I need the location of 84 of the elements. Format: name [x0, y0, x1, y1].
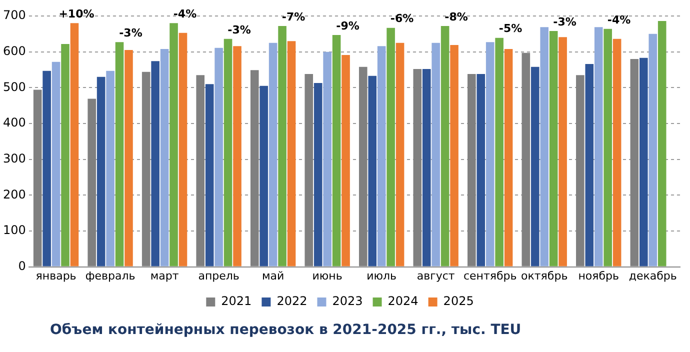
bar	[224, 38, 232, 266]
annotation: -3%	[228, 23, 251, 36]
bar	[486, 42, 494, 266]
bar	[205, 84, 214, 266]
bar	[594, 27, 603, 266]
legend-label: 2024	[388, 294, 418, 308]
y-tick-label: 100	[3, 223, 26, 238]
bar	[106, 70, 114, 266]
bar	[504, 48, 513, 266]
y-tick-label: 200	[3, 187, 26, 202]
bar	[170, 23, 178, 266]
x-tick-label: октябрь	[521, 269, 568, 282]
bar	[432, 42, 440, 266]
bar	[268, 42, 278, 266]
legend-label: 2025	[443, 294, 474, 308]
annotation: -9%	[336, 19, 360, 32]
y-tick-label: 300	[3, 151, 26, 166]
y-tick-label: 500	[3, 80, 26, 94]
bar	[396, 42, 404, 266]
bar	[612, 38, 622, 266]
bar	[323, 52, 332, 266]
bar	[342, 55, 350, 266]
bar	[648, 34, 658, 266]
y-tick-label: 400	[3, 116, 26, 130]
bar	[604, 28, 612, 266]
legend-label: 2022	[276, 294, 308, 308]
annotation: -7%	[282, 10, 306, 24]
bar	[287, 41, 296, 266]
x-tick-label: август	[416, 269, 456, 282]
annotation: -8%	[444, 10, 468, 24]
x-tick-label: февраль	[85, 269, 136, 282]
bar	[42, 70, 51, 266]
bar	[314, 83, 322, 266]
y-tick-label: 600	[3, 44, 26, 58]
annotation: -6%	[390, 12, 414, 26]
x-tick-label: июнь	[312, 269, 342, 282]
annotation: -4%	[173, 8, 197, 21]
y-tick-label: 0	[18, 258, 26, 273]
bar	[96, 76, 106, 266]
bar	[476, 74, 486, 266]
bar	[70, 23, 79, 266]
bar	[278, 26, 286, 266]
bar	[540, 27, 549, 266]
bar	[214, 48, 223, 266]
bar	[422, 69, 431, 266]
bar	[260, 86, 268, 266]
bar	[658, 21, 666, 266]
annotation: +10%	[58, 8, 94, 21]
bar	[558, 37, 567, 266]
text: Объем контейнерных перевозок в 2021-2025 гг., тыс. TEU	[49, 322, 522, 338]
bar	[151, 61, 160, 266]
x-tick-label: декабрь	[628, 269, 677, 282]
y-tick-label: 700	[3, 8, 26, 22]
x-tick-label: апрель	[198, 269, 240, 282]
legend-label: 2023	[332, 294, 363, 308]
bar	[52, 62, 60, 266]
bar	[332, 34, 341, 266]
bar	[377, 46, 386, 266]
bar	[233, 46, 242, 266]
bar	[495, 38, 504, 266]
annotation: -3%	[553, 15, 576, 28]
x-tick-label: ноябрь	[578, 269, 620, 282]
x-tick-label: май	[262, 269, 284, 282]
bar	[530, 66, 540, 266]
legend-label: 2021	[221, 294, 252, 308]
bar	[450, 45, 458, 266]
bar	[178, 32, 188, 266]
bar	[124, 50, 133, 266]
annotation: -5%	[498, 22, 522, 36]
x-tick-label: июль	[366, 269, 397, 282]
bar	[549, 31, 558, 266]
bar	[160, 48, 169, 266]
x-tick-label: январь	[36, 269, 76, 282]
x-tick-label: сентябрь	[463, 269, 517, 282]
bar	[61, 44, 70, 266]
bar	[440, 26, 450, 266]
bar	[386, 28, 395, 266]
annotation: -3%	[119, 26, 142, 40]
bar	[585, 64, 594, 266]
annotation: -4%	[607, 13, 631, 26]
bar	[115, 42, 124, 266]
x-tick-label: март	[150, 269, 180, 282]
bar	[639, 58, 648, 266]
bar	[368, 76, 377, 266]
